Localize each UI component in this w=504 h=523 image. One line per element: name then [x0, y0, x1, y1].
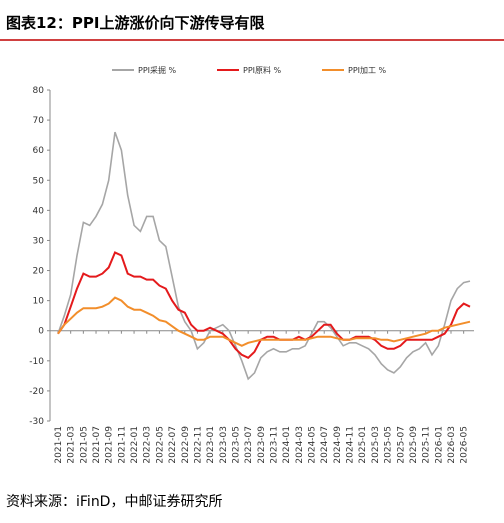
- series-line: [57, 251, 471, 359]
- x-tick-label: 2025-07: [396, 426, 406, 464]
- x-tick-label: 2024-01: [282, 426, 292, 464]
- x-tick-label: 2023-07: [244, 426, 254, 464]
- x-tick-label: 2024-09: [333, 426, 343, 464]
- x-tick-label: 2025-03: [371, 426, 381, 464]
- chart-title: 图表12：PPI上游涨价向下游传导有限: [6, 14, 264, 32]
- x-tick-label: 2022-11: [193, 426, 203, 464]
- y-tick-label: 60: [33, 146, 45, 156]
- x-tick-label: 2025-01: [358, 426, 368, 464]
- x-tick-label: 2021-07: [92, 426, 102, 464]
- x-tick-label: 2021-11: [117, 426, 127, 464]
- x-tick-label: 2025-05: [384, 426, 394, 464]
- x-tick-label: 2022-01: [130, 426, 140, 464]
- x-tick-label: 2022-09: [181, 426, 191, 464]
- series-line: [57, 131, 471, 381]
- x-tick-label: 2023-11: [270, 426, 280, 464]
- x-tick-label: 2024-05: [308, 426, 318, 464]
- x-tick-label: 2024-03: [295, 426, 305, 464]
- y-tick-label: 10: [33, 297, 45, 307]
- y-tick-label: -10: [29, 357, 44, 367]
- legend-label: PPI加工 %: [348, 65, 387, 75]
- x-tick-label: 2024-11: [346, 426, 356, 464]
- x-tick-label: 2023-05: [231, 426, 241, 464]
- x-tick-label: 2024-07: [320, 426, 330, 464]
- x-tick-label: 2023-01: [206, 426, 216, 464]
- y-tick-label: 80: [33, 86, 45, 96]
- y-tick-label: 30: [33, 236, 45, 246]
- source: 资料来源：iFinD，中邮证券研究所: [6, 494, 222, 510]
- y-tick-label: 40: [33, 206, 45, 216]
- y-tick-label: 0: [38, 327, 44, 337]
- x-tick-label: 2025-11: [422, 426, 432, 464]
- x-tick-label: 2026-01: [434, 426, 444, 464]
- x-tick-label: 2026-05: [460, 426, 470, 464]
- x-tick-label: 2022-03: [143, 426, 153, 464]
- x-tick-label: 2022-07: [168, 426, 178, 464]
- x-tick-label: 2025-09: [409, 426, 419, 464]
- x-tick-label: 2021-09: [105, 426, 115, 464]
- legend-label: PPI采掘 %: [138, 65, 177, 75]
- x-tick-label: 2022-05: [155, 426, 165, 464]
- x-tick-label: 2021-01: [54, 426, 64, 464]
- x-tick-label: 2023-09: [257, 426, 267, 464]
- y-tick-label: -20: [29, 387, 44, 397]
- y-tick-label: 70: [33, 116, 45, 126]
- series-line: [57, 296, 471, 347]
- x-tick-label: 2023-03: [219, 426, 229, 464]
- y-tick-label: -30: [29, 417, 44, 427]
- x-tick-label: 2026-03: [447, 426, 457, 464]
- x-tick-label: 2021-05: [79, 426, 89, 464]
- legend-label: PPI原料 %: [243, 65, 282, 75]
- x-tick-label: 2021-03: [67, 426, 77, 464]
- y-tick-label: 20: [33, 267, 45, 277]
- y-tick-label: 50: [33, 176, 45, 186]
